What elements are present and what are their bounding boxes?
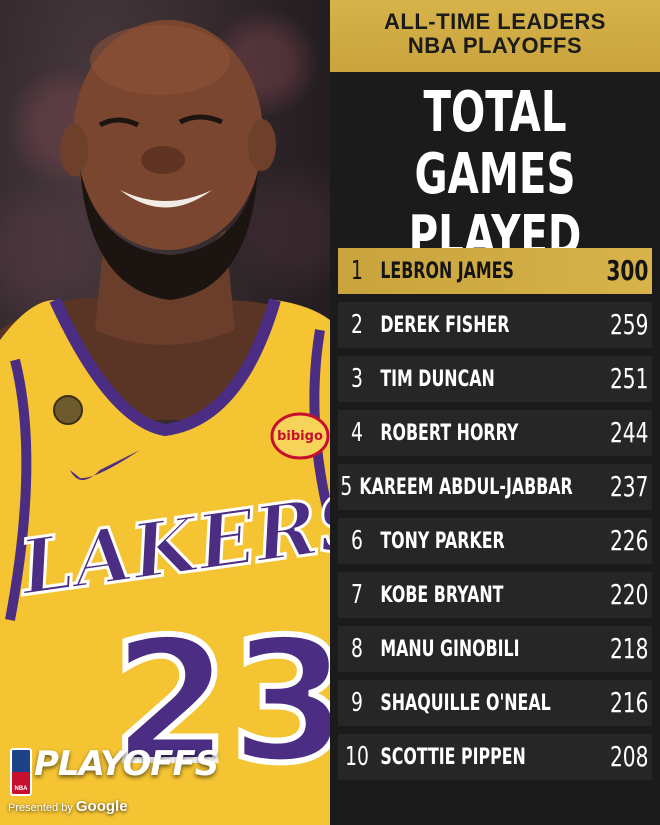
leader-row: 10 SCOTTIE PIPPEN 208	[338, 734, 652, 780]
leader-name: ROBERT HORRY	[380, 420, 519, 446]
leader-games: 216	[609, 686, 648, 719]
header-line-1: ALL-TIME LEADERS	[384, 9, 606, 34]
leader-games: 251	[609, 362, 648, 395]
leader-name: MANU GINOBILI	[380, 636, 520, 662]
leader-row: 3 TIM DUNCAN 251	[338, 356, 652, 402]
leader-row: 5 KAREEM ABDUL-JABBAR 237	[338, 464, 652, 510]
bibigo-patch-text: bibigo	[277, 429, 323, 444]
leader-name: TONY PARKER	[380, 528, 505, 554]
leader-name: KOBE BRYANT	[380, 582, 504, 608]
google-logo: Google	[75, 798, 128, 815]
presented-by-label: Presented by	[8, 802, 73, 814]
leaderboard-panel: ALL-TIME LEADERS NBA PLAYOFFS TOTAL GAME…	[330, 0, 660, 825]
leader-rank: 10	[345, 742, 369, 772]
leader-games: 218	[609, 632, 648, 665]
leaders-list: 1 LEBRON JAMES 300 2 DEREK FISHER 259 3 …	[338, 248, 652, 788]
leader-rank: 9	[351, 688, 363, 718]
leader-games: 244	[609, 416, 648, 449]
leader-name: DEREK FISHER	[380, 312, 510, 338]
leader-row: 2 DEREK FISHER 259	[338, 302, 652, 348]
leader-games: 226	[609, 524, 648, 557]
player-illustration: bibigo LAKERS 23	[0, 20, 330, 825]
leader-games: 259	[609, 308, 648, 341]
leader-row: 7 KOBE BRYANT 220	[338, 572, 652, 618]
leader-rank: 8	[351, 634, 363, 664]
playoffs-logo: PLAYOFFS	[34, 744, 219, 784]
leader-rank: 4	[351, 418, 363, 448]
header-line-2: NBA PLAYOFFS	[407, 33, 583, 58]
leader-row: 1 LEBRON JAMES 300	[338, 248, 652, 294]
leader-rank: 1	[351, 256, 363, 286]
leader-rank: 6	[351, 526, 363, 556]
leader-name: LEBRON JAMES	[380, 258, 514, 284]
leader-rank: 2	[351, 310, 363, 340]
leader-name: TIM DUNCAN	[380, 366, 495, 392]
leader-games: 300	[605, 254, 648, 287]
leader-games: 208	[609, 740, 648, 773]
leader-name: SHAQUILLE O'NEAL	[380, 690, 551, 716]
leader-rank: 3	[351, 364, 363, 394]
nba-logo-icon: NBA	[10, 748, 32, 796]
leader-rank: 7	[351, 580, 363, 610]
leader-row: 4 ROBERT HORRY 244	[338, 410, 652, 456]
leader-row: 8 MANU GINOBILI 218	[338, 626, 652, 672]
header-band: ALL-TIME LEADERS NBA PLAYOFFS	[330, 0, 660, 72]
leader-games: 237	[609, 470, 648, 503]
presented-by: Presented by Google	[8, 798, 128, 815]
leader-name: KAREEM ABDUL-JABBAR	[358, 474, 573, 500]
leader-row: 9 SHAQUILLE O'NEAL 216	[338, 680, 652, 726]
leader-name: SCOTTIE PIPPEN	[380, 744, 526, 770]
title-line-1: TOTAL	[423, 80, 567, 145]
leader-rank: 5	[340, 472, 353, 502]
jersey-number: 23	[112, 603, 330, 801]
player-photo: bibigo LAKERS 23 NBA PLAYOFFS Presented …	[0, 0, 330, 825]
leader-row: 6 TONY PARKER 226	[338, 518, 652, 564]
leader-games: 220	[609, 578, 648, 611]
